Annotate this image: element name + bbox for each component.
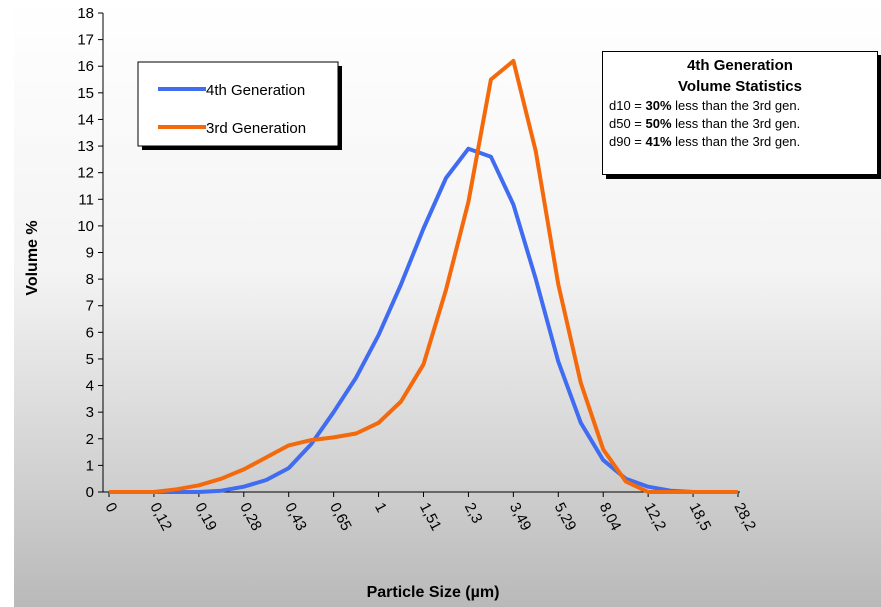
stats-title-line2: Volume Statistics — [678, 78, 802, 95]
x-tick-label: 0,65 — [326, 500, 355, 534]
y-axis-title: Volume % — [24, 220, 41, 295]
x-axis-title: Particle Size (µm) — [367, 584, 500, 601]
y-tick-label: 1 — [86, 457, 94, 474]
y-tick-label: 7 — [86, 298, 94, 315]
x-tick-label: 2,3 — [461, 500, 486, 526]
stats-row-value: 41% — [645, 134, 672, 149]
legend: 4th Generation 3rd Generation — [137, 61, 342, 150]
x-tick-label: 12,2 — [641, 500, 670, 534]
volume-statistics-box: 4th Generation Volume Statistics d10 = 3… — [602, 51, 878, 175]
legend-box — [137, 61, 339, 147]
y-tick-label: 17 — [77, 32, 94, 49]
series-line-3rd-generation — [109, 58, 738, 494]
stats-row-label: d90 = — [609, 134, 646, 149]
stats-title-line1: 4th Generation — [687, 57, 793, 74]
y-tick-label: 10 — [77, 218, 94, 235]
stats-row-value: 50% — [645, 116, 672, 131]
x-axis-ticks: 0 0,12 0,19 0,28 0,43 0,65 1 1,51 2,3 3,49 5,29 8,0… — [101, 492, 759, 534]
y-tick-label: 6 — [86, 324, 94, 341]
x-tick-label: 5,29 — [551, 500, 580, 534]
x-tick-label: 0,12 — [146, 500, 175, 534]
x-tick-label: 0 — [101, 500, 120, 515]
y-tick-label: 12 — [77, 165, 94, 182]
x-tick-label: 28,2 — [730, 500, 759, 534]
x-tick-label: 0,43 — [281, 500, 310, 534]
y-tick-label: 4 — [86, 378, 94, 395]
y-tick-label: 16 — [77, 58, 94, 75]
stats-row-label: d10 = — [609, 98, 646, 113]
stats-row-text: less than the 3rd gen. — [671, 98, 801, 113]
y-tick-label: 18 — [77, 5, 94, 22]
series-layer — [109, 58, 738, 494]
y-tick-label: 9 — [86, 245, 94, 262]
x-tick-label: 8,04 — [596, 500, 625, 534]
y-tick-label: 0 — [86, 484, 94, 501]
series-line-4th-generation — [109, 146, 738, 494]
stats-row-value: 30% — [645, 98, 672, 113]
y-tick-label: 3 — [86, 404, 94, 421]
x-tick-label: 1,51 — [416, 500, 445, 534]
legend-label-3rd-generation: 3rd Generation — [206, 120, 306, 137]
y-tick-label: 11 — [78, 191, 94, 208]
y-tick-label: 13 — [77, 138, 94, 155]
y-tick-label: 5 — [86, 351, 94, 368]
stats-row-d10: d10 = 30% less than the 3rd gen. — [609, 97, 871, 115]
x-tick-label: 18,5 — [686, 500, 715, 534]
x-tick-label: 0,28 — [236, 500, 265, 534]
stats-row-text: less than the 3rd gen. — [671, 116, 801, 131]
stats-row-d90: d90 = 41% less than the 3rd gen. — [609, 133, 871, 151]
y-tick-label: 15 — [77, 85, 94, 102]
legend-label-4th-generation: 4th Generation — [206, 82, 305, 99]
stats-row-d50: d50 = 50% less than the 3rd gen. — [609, 115, 871, 133]
x-tick-label: 0,19 — [191, 500, 220, 534]
y-tick-label: 2 — [86, 431, 94, 448]
x-tick-label: 3,49 — [506, 500, 535, 534]
y-tick-label: 14 — [77, 111, 94, 128]
y-tick-label: 8 — [86, 271, 94, 288]
stats-row-label: d50 = — [609, 116, 646, 131]
stats-row-text: less than the 3rd gen. — [671, 134, 801, 149]
x-tick-label: 1 — [371, 500, 390, 515]
